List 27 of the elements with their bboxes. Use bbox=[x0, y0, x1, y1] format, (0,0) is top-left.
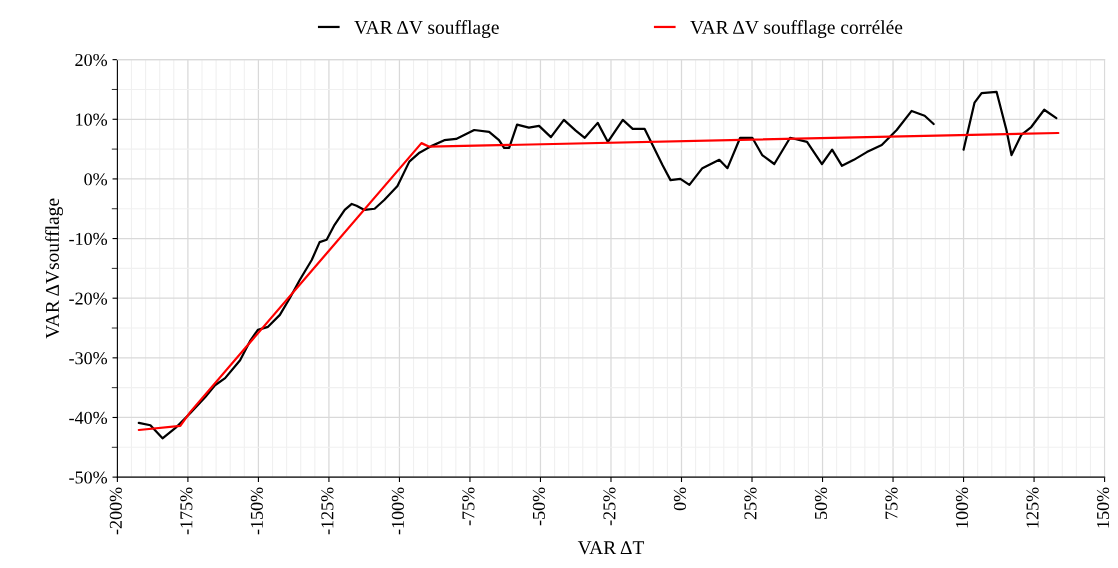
y-axis-title: VAR ΔVsoufflage bbox=[45, 198, 64, 339]
x-tick-label: -150% bbox=[250, 487, 263, 535]
x-tick-label: 50% bbox=[814, 487, 828, 519]
y-tick-label: -30% bbox=[69, 352, 108, 365]
y-tick-label: -20% bbox=[69, 292, 108, 305]
x-tick-label: -125% bbox=[321, 487, 334, 535]
x-tick-label: 25% bbox=[744, 487, 757, 520]
x-tick-label: -200% bbox=[109, 487, 122, 535]
x-tick-label: -100% bbox=[391, 487, 405, 535]
y-tick-label: 0% bbox=[84, 173, 108, 186]
x-tick-label: 150% bbox=[1096, 487, 1110, 528]
x-tick-label: 125% bbox=[1026, 487, 1039, 528]
x-tick-label: 0% bbox=[673, 487, 687, 511]
y-tick-label: -40% bbox=[69, 411, 108, 424]
x-tick-label: -75% bbox=[462, 487, 475, 526]
x-tick-label: -50% bbox=[532, 487, 546, 526]
y-tick-label: 20% bbox=[75, 53, 108, 67]
y-tick-label: -50% bbox=[69, 471, 108, 484]
x-tick-label: 100% bbox=[955, 487, 969, 528]
legend-label: VAR ΔV soufflage corrélée bbox=[690, 20, 903, 38]
legend-label: VAR ΔV soufflage bbox=[354, 20, 499, 38]
x-tick-label: -175% bbox=[180, 487, 193, 535]
y-tick-label: 10% bbox=[76, 113, 108, 126]
y-tick-label: -10% bbox=[69, 232, 108, 246]
x-tick-label: 75% bbox=[885, 487, 898, 519]
x-tick-label: -25% bbox=[603, 487, 616, 526]
x-axis-title: VAR ΔT bbox=[577, 541, 645, 555]
